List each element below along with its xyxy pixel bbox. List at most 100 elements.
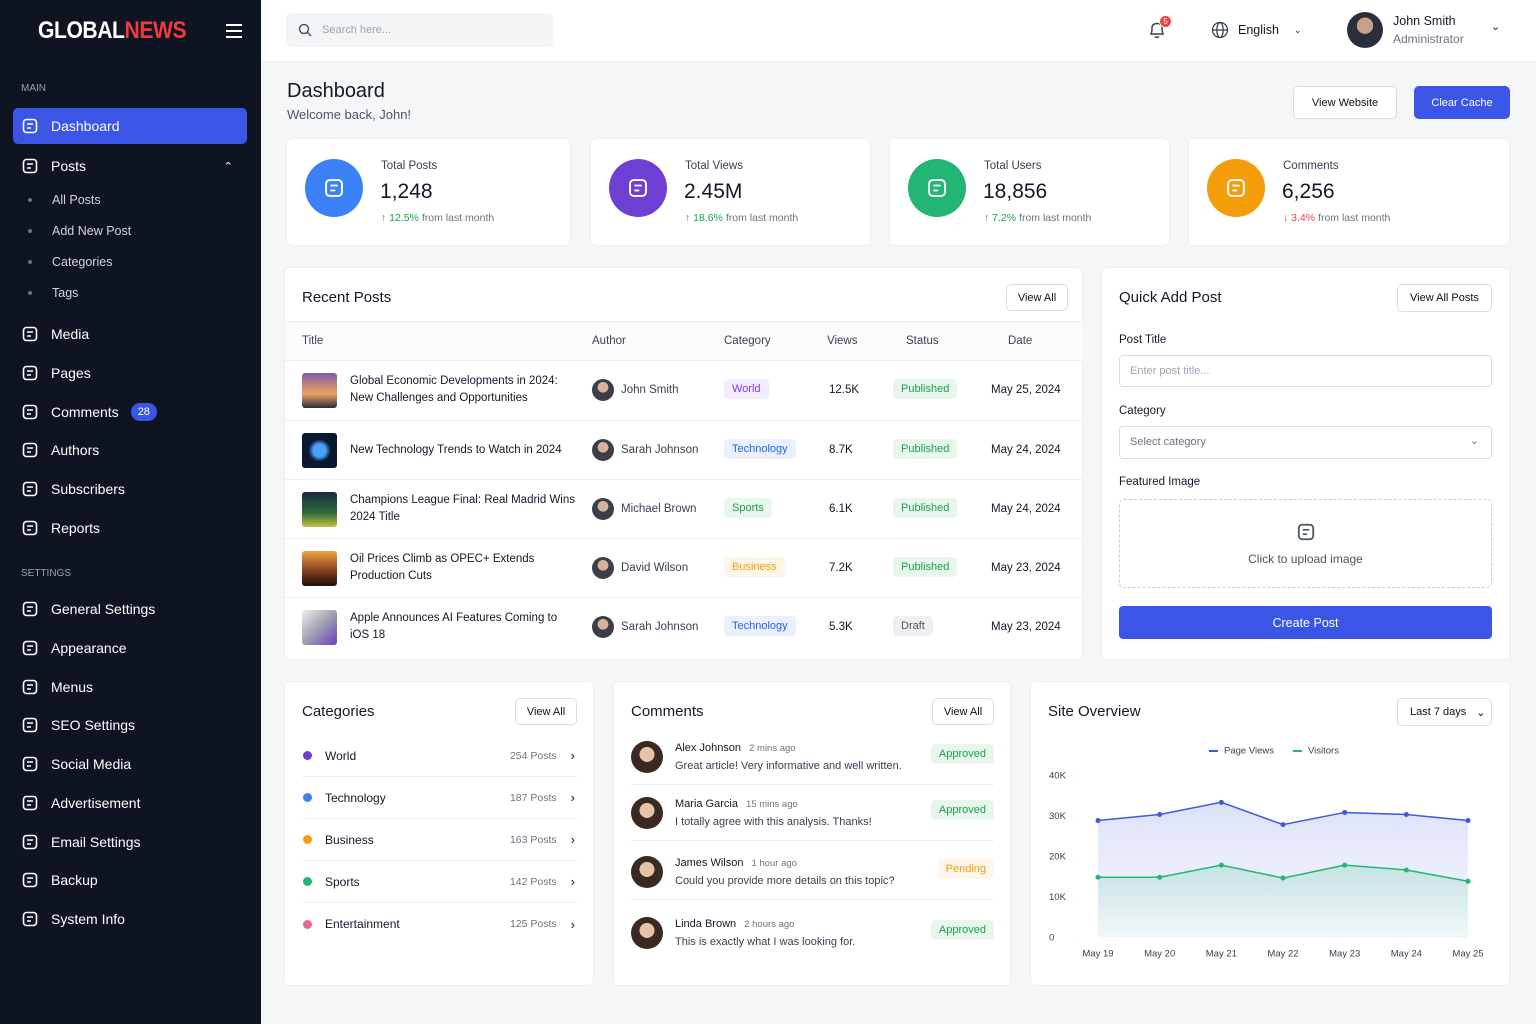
select[interactable]: Select category ⌄ bbox=[1119, 426, 1492, 459]
nav-item[interactable]: Email Settings bbox=[13, 824, 247, 860]
category-row[interactable]: Entertainment 125 Posts › bbox=[302, 903, 577, 945]
category-row[interactable]: Sports 142 Posts › bbox=[302, 861, 577, 903]
text: 12.5K bbox=[829, 384, 860, 396]
text: Published bbox=[901, 443, 950, 455]
text: 1,248 bbox=[380, 180, 433, 203]
nav-item[interactable]: Social Media bbox=[13, 746, 247, 782]
comment-meta: Alex Johnson 2 mins ago bbox=[675, 742, 796, 754]
table-row: Global Economic Developments in 2024: Ne… bbox=[285, 361, 1083, 420]
button[interactable]: View All bbox=[932, 698, 994, 725]
text: Category bbox=[1119, 405, 1166, 417]
stat-change: ↓ 3.4% from last month bbox=[1283, 212, 1391, 224]
category-row[interactable]: World 254 Posts › bbox=[302, 735, 577, 777]
thumbnail bbox=[302, 551, 337, 586]
card-title: Quick Add Post bbox=[1119, 289, 1222, 306]
sub-item[interactable]: Add New Post bbox=[28, 224, 131, 238]
category-chip: Business bbox=[724, 557, 785, 577]
nav-item[interactable]: Comments 28 bbox=[13, 394, 247, 430]
text: Site Overview bbox=[1048, 703, 1141, 720]
text: 6,256 bbox=[1282, 180, 1335, 203]
nav-item[interactable]: Appearance bbox=[13, 630, 247, 666]
nav-item[interactable]: Authors bbox=[13, 432, 247, 468]
nav-item[interactable]: SEO Settings bbox=[13, 707, 247, 743]
sub-label: Categories bbox=[52, 255, 113, 269]
nav-item[interactable]: Media bbox=[13, 316, 247, 352]
text: I totally agree with this analysis. Than… bbox=[675, 816, 872, 828]
text: Post Title bbox=[1119, 334, 1167, 346]
chart: 0 10K 20K 30K 40K May 19 May 20 May 21 May 22 May… bbox=[1049, 746, 1484, 960]
site-overview: Site Overview Last 7 days ⌄ 0 10K 20K 30K 40K Ma… bbox=[1030, 681, 1510, 986]
button[interactable]: View All bbox=[515, 698, 577, 725]
input[interactable]: Enter post title... bbox=[1119, 355, 1492, 387]
avatar bbox=[631, 917, 663, 949]
nav-item[interactable]: Posts ⌃ bbox=[13, 148, 247, 184]
menu-toggle[interactable] bbox=[226, 24, 242, 38]
text: Dashboard bbox=[287, 80, 385, 102]
text: Approved bbox=[938, 924, 986, 936]
date: May 24, 2024 bbox=[991, 503, 1061, 515]
text: Sarah Johnson bbox=[621, 444, 699, 456]
change: 12.5% bbox=[389, 212, 419, 224]
button[interactable]: Clear Cache bbox=[1414, 86, 1510, 119]
text: Could you provide more details on this t… bbox=[675, 875, 895, 887]
text: Featured Image bbox=[1119, 476, 1201, 488]
category-row[interactable]: Business 163 Posts › bbox=[302, 819, 577, 861]
text: from last month bbox=[1318, 212, 1391, 224]
icon bbox=[1211, 21, 1229, 39]
x-tick-label: May 24 bbox=[1391, 949, 1422, 960]
icon bbox=[629, 179, 647, 197]
change: 7.2% bbox=[992, 212, 1017, 224]
button[interactable]: View All bbox=[1006, 284, 1068, 311]
logo: GLOBALNEWS bbox=[38, 17, 187, 45]
range-select[interactable]: Last 7 days ⌄ bbox=[1397, 698, 1492, 726]
change: 3.4% bbox=[1291, 212, 1316, 224]
stat-value: 18,856 bbox=[983, 180, 1047, 204]
nav-item[interactable]: Pages bbox=[13, 355, 247, 391]
nav-label: General Settings bbox=[51, 601, 156, 617]
bell[interactable]: 5 bbox=[1147, 15, 1172, 40]
nav-item[interactable]: Dashboard bbox=[13, 108, 247, 144]
text: Pending bbox=[945, 863, 986, 875]
button[interactable]: View Website bbox=[1293, 86, 1397, 119]
nav-item[interactable]: General Settings bbox=[13, 591, 247, 627]
comment: Maria Garcia 15 mins ago I totally agree … bbox=[631, 794, 994, 841]
submit[interactable]: Create Post bbox=[1119, 606, 1492, 639]
button[interactable]: View All Posts bbox=[1397, 284, 1492, 312]
label: MAIN bbox=[21, 83, 46, 94]
text: Business bbox=[732, 561, 777, 573]
search[interactable]: Search here... bbox=[286, 13, 553, 47]
nav-item[interactable]: Subscribers bbox=[13, 471, 247, 507]
sub-item[interactable]: All Posts bbox=[28, 193, 101, 207]
point bbox=[1342, 862, 1348, 868]
text: Title bbox=[302, 335, 324, 347]
stat-label: Total Views bbox=[685, 160, 743, 172]
avatar bbox=[631, 741, 663, 773]
text: Clear Cache bbox=[1431, 96, 1493, 109]
field-label: Category bbox=[1119, 405, 1166, 417]
text: Views bbox=[827, 335, 858, 347]
author: John Smith bbox=[621, 384, 679, 396]
count: 142 Posts bbox=[509, 875, 557, 888]
sub-item[interactable]: Tags bbox=[28, 286, 78, 300]
category-row[interactable]: Technology 187 Posts › bbox=[302, 777, 577, 819]
nav-item[interactable]: System Info bbox=[13, 901, 247, 937]
upload[interactable]: Click to upload image bbox=[1119, 499, 1492, 588]
author-avatar bbox=[592, 616, 614, 638]
point bbox=[1465, 878, 1471, 884]
icon bbox=[22, 158, 38, 174]
views: 7.2K bbox=[829, 562, 853, 574]
text: Sarah Johnson bbox=[621, 621, 699, 633]
icon bbox=[22, 365, 38, 381]
nav-item[interactable]: Menus bbox=[13, 669, 247, 705]
y-tick-label: 20K bbox=[1049, 852, 1067, 863]
x-tick-label: May 25 bbox=[1452, 949, 1483, 960]
nav-item[interactable]: Reports bbox=[13, 510, 247, 546]
user-menu[interactable]: ⌄ bbox=[1491, 21, 1501, 33]
nav-item[interactable]: Advertisement bbox=[13, 785, 247, 821]
comment: Alex Johnson 2 mins ago Great article! Ve… bbox=[631, 738, 994, 785]
quick-add: Quick Add Post View All Posts Post Title En… bbox=[1101, 267, 1510, 660]
sub-item[interactable]: Categories bbox=[28, 255, 112, 269]
nav-item[interactable]: Backup bbox=[13, 862, 247, 898]
language[interactable]: English ⌄ bbox=[1211, 21, 1302, 39]
